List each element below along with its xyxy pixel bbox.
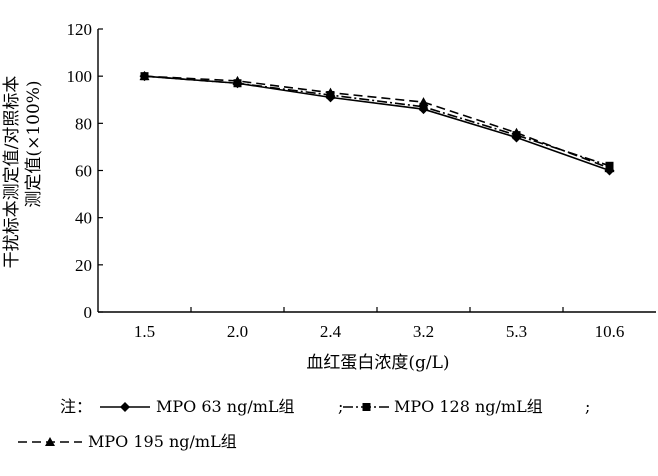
y-tick-label: 40 — [75, 209, 92, 228]
legend-separator-2: ; — [585, 397, 590, 416]
legend-marker-series-3 — [45, 437, 55, 446]
legend: 注： MPO 63 ng/mL组 ; MPO 128 ng/mL组 ; MPO … — [18, 397, 590, 451]
y-tick-label: 20 — [75, 256, 92, 275]
x-tick-label: 2.0 — [227, 322, 248, 341]
data-point-series-3 — [418, 97, 429, 107]
y-ticks: 0 20 40 60 80 100 120 — [67, 20, 103, 322]
series-group — [139, 71, 615, 176]
data-point-series-3 — [139, 71, 150, 81]
legend-separator-1: ; — [338, 397, 343, 416]
data-point-series-3 — [325, 87, 336, 97]
series-1 — [139, 71, 615, 176]
legend-marker-series-2 — [362, 403, 371, 411]
axes — [97, 29, 656, 313]
y-tick-label: 120 — [67, 20, 93, 39]
data-point-series-3 — [604, 163, 615, 173]
x-tick-label: 3.2 — [413, 322, 434, 341]
series-line-3 — [144, 75, 610, 169]
x-ticks: 1.5 2.0 2.4 3.2 5.3 10.6 — [134, 307, 625, 341]
x-axis-title: 血红蛋白浓度(g/L) — [306, 353, 449, 373]
y-axis-title: 干扰标本测定值/对照标本 测定值(×100%) — [2, 76, 44, 269]
y-tick-label: 0 — [84, 303, 93, 322]
y-axis-title-line2: 测定值(×100%) — [24, 80, 44, 207]
x-tick-label: 5.3 — [506, 322, 527, 341]
legend-label-series-3: MPO 195 ng/mL组 — [88, 432, 237, 451]
series-line-1 — [144, 75, 610, 172]
x-tick-label: 10.6 — [595, 322, 625, 341]
y-tick-label: 80 — [75, 114, 92, 133]
data-point-series-3 — [232, 75, 243, 85]
legend-prefix: 注： — [60, 397, 92, 416]
legend-marker-series-1 — [120, 402, 130, 412]
series-2 — [140, 72, 614, 170]
legend-label-series-2: MPO 128 ng/mL组 — [394, 397, 543, 416]
x-tick-label: 2.4 — [320, 322, 342, 341]
y-tick-label: 60 — [75, 162, 92, 181]
series-line-2 — [144, 75, 610, 167]
data-point-series-3 — [511, 127, 522, 137]
x-tick-label: 1.5 — [134, 322, 155, 341]
y-axis-title-line1: 干扰标本测定值/对照标本 — [2, 76, 22, 269]
legend-label-series-1: MPO 63 ng/mL组 — [156, 397, 295, 416]
y-tick-label: 100 — [67, 67, 93, 86]
series-3 — [139, 71, 615, 173]
